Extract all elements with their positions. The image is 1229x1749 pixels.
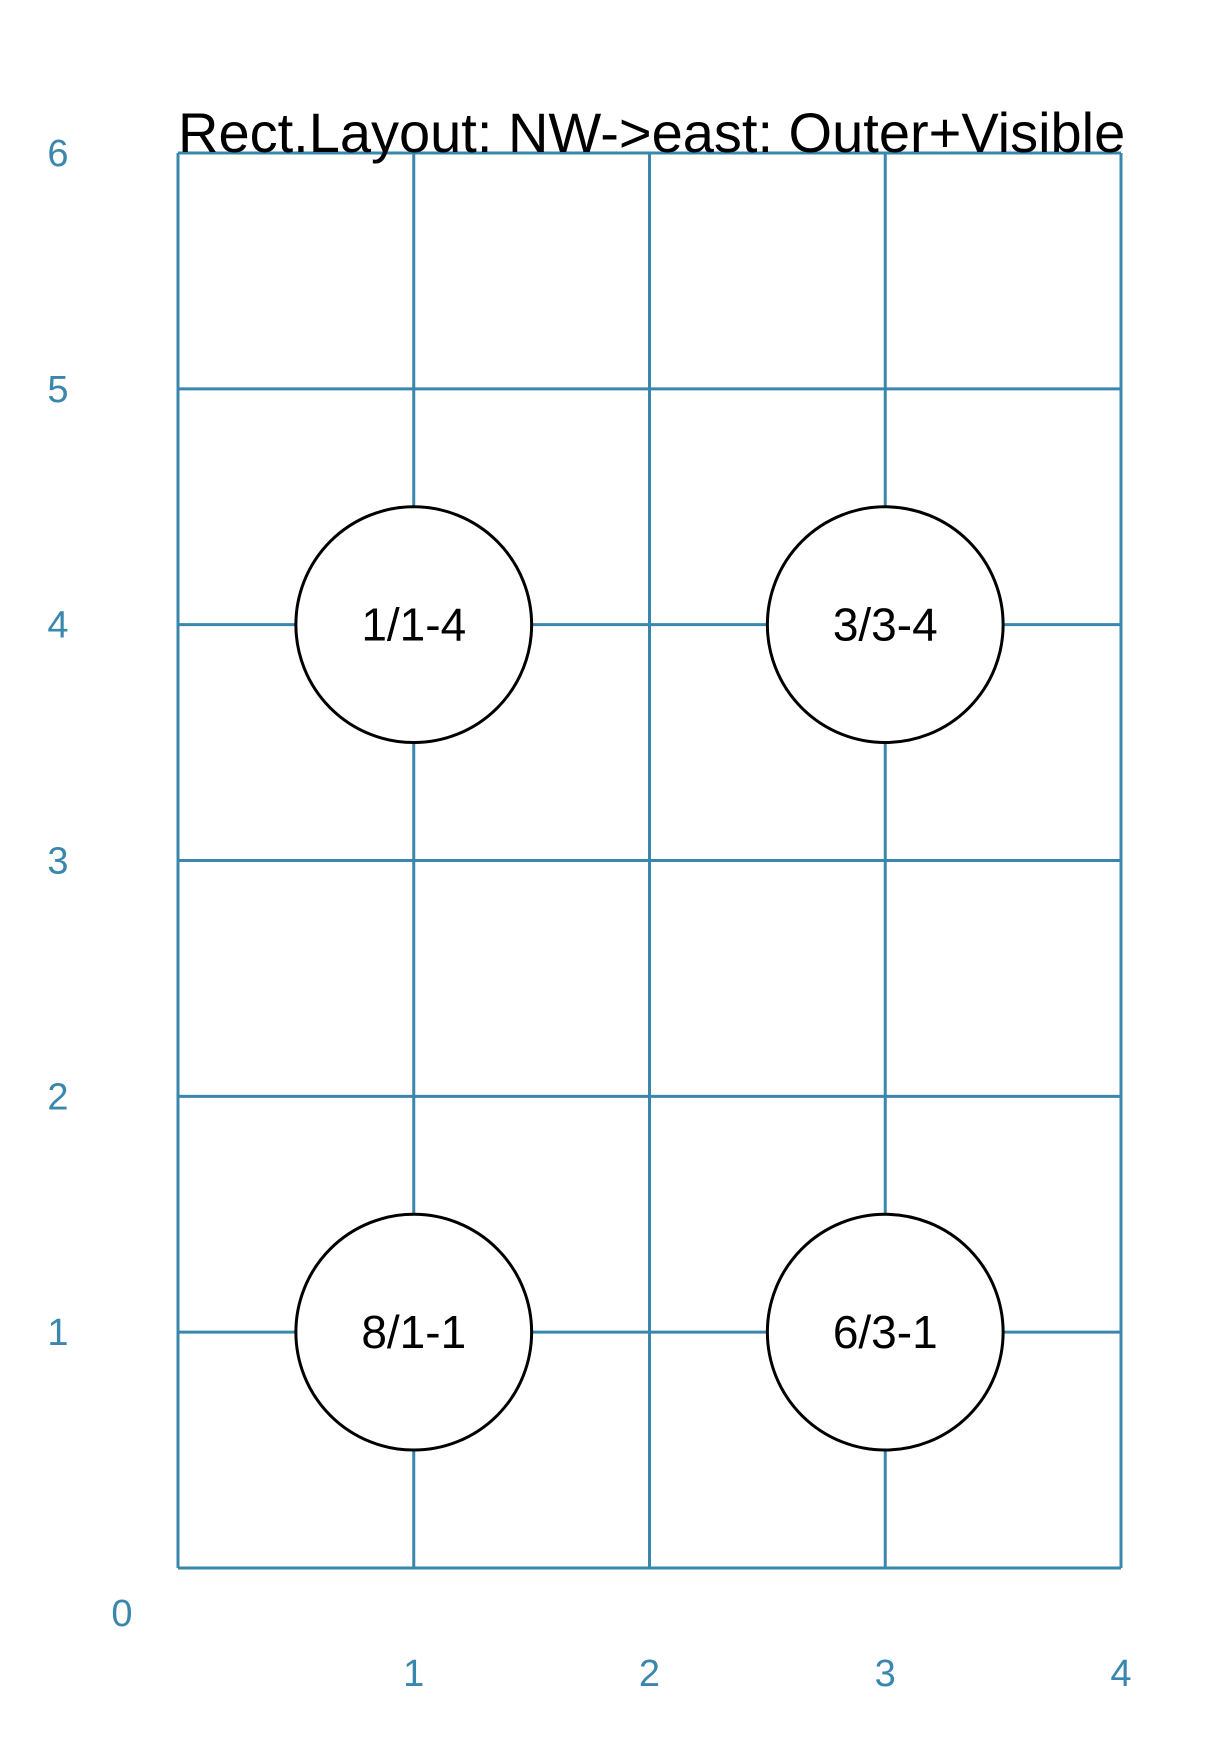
node-label: 6/3-1 bbox=[833, 1306, 938, 1358]
y-tick-label: 6 bbox=[47, 133, 68, 175]
y-tick-label: 1 bbox=[47, 1312, 68, 1354]
x-tick-label: 1 bbox=[403, 1653, 424, 1695]
node-label: 3/3-4 bbox=[833, 599, 938, 651]
origin-label: 0 bbox=[111, 1593, 132, 1635]
node-circle bbox=[294, 505, 534, 745]
y-tick-label: 4 bbox=[47, 605, 68, 647]
node-label: 1/1-4 bbox=[361, 599, 466, 651]
y-tick-label: 3 bbox=[47, 841, 68, 883]
x-tick-label: 2 bbox=[639, 1653, 660, 1695]
y-tick-label: 2 bbox=[47, 1076, 68, 1118]
nodes: 1/1-4 3/3-4 8/1-1 6/3-1 bbox=[294, 505, 1005, 1452]
node-circle bbox=[294, 1212, 534, 1452]
x-tick-label: 3 bbox=[875, 1653, 896, 1695]
node-circle bbox=[765, 1212, 1005, 1452]
node: 8/1-1 bbox=[294, 1212, 534, 1452]
x-tick-label: 4 bbox=[1110, 1653, 1131, 1695]
tick-labels: 1 2 3 4 1 2 3 4 5 6 0 bbox=[47, 133, 1131, 1695]
node-label: 8/1-1 bbox=[361, 1306, 466, 1358]
diagram-title: Rect.Layout: NW->east: Outer+Visible bbox=[178, 101, 1125, 164]
node-circle bbox=[765, 505, 1005, 745]
node: 6/3-1 bbox=[765, 1212, 1005, 1452]
y-tick-label: 5 bbox=[47, 369, 68, 411]
node: 1/1-4 bbox=[294, 505, 534, 745]
node: 3/3-4 bbox=[765, 505, 1005, 745]
